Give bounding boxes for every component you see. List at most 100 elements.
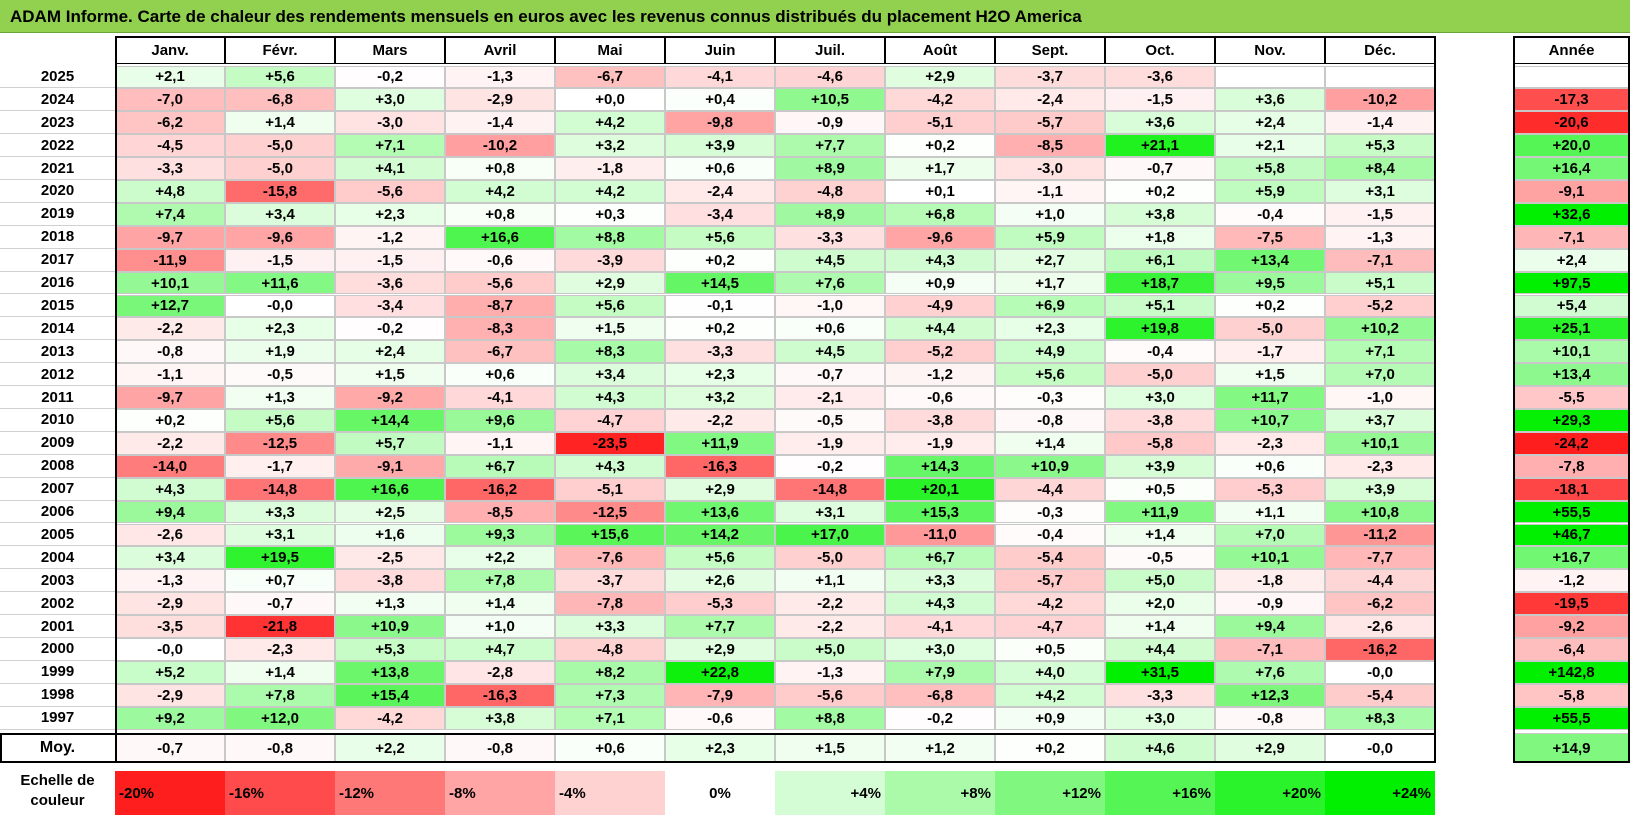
- heatmap-cell: +1,4: [995, 431, 1105, 455]
- column-header: Janv.: [115, 36, 225, 64]
- heatmap-cell: +0,1: [885, 180, 995, 203]
- heatmap-cell: +2,9: [885, 65, 995, 89]
- heatmap-cell: +7,1: [1325, 340, 1435, 364]
- heatmap-cell: +10,1: [1215, 546, 1325, 570]
- heatmap-cell: [1215, 65, 1325, 89]
- row-year-label: 2002: [0, 592, 115, 616]
- heatmap-cell: -8,5: [995, 134, 1105, 158]
- heatmap-cell: -5,0: [225, 134, 335, 158]
- heatmap-cell: -0,9: [775, 111, 885, 135]
- average-cell: +2,9: [1215, 733, 1325, 763]
- heatmap-cell: +0,2: [1105, 180, 1215, 203]
- row-year-label: 1997: [0, 707, 115, 730]
- heatmap-cell: -7,9: [665, 683, 775, 707]
- heatmap-cell: +1,6: [335, 523, 445, 547]
- heatmap-cell: +0,6: [665, 157, 775, 180]
- heatmap-cell: -0,7: [225, 592, 335, 616]
- heatmap-cell: -1,3: [115, 569, 225, 593]
- heatmap-cell: +4,3: [555, 454, 665, 478]
- heatmap-cell: -5,2: [1325, 294, 1435, 318]
- annual-cell: -9,2: [1513, 615, 1630, 638]
- row-year-label: 2007: [0, 478, 115, 501]
- heatmap-cell: +15,6: [555, 523, 665, 547]
- heatmap-cell: +5,7: [335, 431, 445, 455]
- heatmap-cell: +5,1: [1105, 294, 1215, 318]
- row-year-label: 2013: [0, 340, 115, 364]
- heatmap-cell: -2,3: [225, 638, 335, 661]
- average-cell: +0,2: [995, 733, 1105, 763]
- heatmap-cell: -3,8: [885, 409, 995, 432]
- heatmap-cell: -3,3: [1105, 683, 1215, 707]
- heatmap-cell: +4,4: [1105, 638, 1215, 661]
- heatmap-cell: +3,9: [1105, 454, 1215, 478]
- heatmap-cell: +5,2: [115, 660, 225, 684]
- heatmap-cell: +5,6: [555, 294, 665, 318]
- average-cell: +1,2: [885, 733, 995, 763]
- heatmap-cell: -6,2: [115, 111, 225, 135]
- heatmap-cell: -2,9: [445, 88, 555, 112]
- heatmap-cell: -0,2: [775, 454, 885, 478]
- heatmap-cell: -7,8: [555, 592, 665, 616]
- heatmap-cell: -3,4: [665, 202, 775, 226]
- heatmap-cell: -1,2: [335, 225, 445, 249]
- annual-cell: -7,1: [1513, 225, 1630, 249]
- heatmap-cell: -1,0: [1325, 386, 1435, 409]
- heatmap-cell: +14,3: [885, 454, 995, 478]
- heatmap-cell: +7,0: [1215, 523, 1325, 547]
- heatmap-cell: -3,8: [1105, 409, 1215, 432]
- annual-cell: +55,5: [1513, 500, 1630, 524]
- heatmap-cell: -1,5: [1325, 202, 1435, 226]
- row-year-label: 2003: [0, 569, 115, 593]
- heatmap-cell: +4,3: [885, 248, 995, 272]
- color-scale-swatch: -12%: [335, 771, 445, 815]
- heatmap-cell: -2,9: [115, 683, 225, 707]
- heatmap-cell: +9,6: [445, 409, 555, 432]
- annual-cell: +32,6: [1513, 202, 1630, 226]
- heatmap-cell: -5,1: [555, 477, 665, 501]
- heatmap-cell: +1,7: [885, 157, 995, 180]
- row-year-label: 2019: [0, 203, 115, 226]
- annual-cell: -9,1: [1513, 180, 1630, 203]
- heatmap-cell: -9,6: [885, 225, 995, 249]
- average-cell: -0,8: [225, 733, 335, 763]
- row-year-label: 2004: [0, 546, 115, 570]
- row-year-label: 2015: [0, 295, 115, 318]
- heatmap-cell: -8,7: [445, 294, 555, 318]
- heatmap-cell: -0,3: [995, 500, 1105, 524]
- heatmap-cell: +13,6: [665, 500, 775, 524]
- row-year-label: 2017: [0, 249, 115, 272]
- heatmap-cell: -7,1: [1215, 638, 1325, 661]
- heatmap-cell: -12,5: [225, 431, 335, 455]
- heatmap-cell: -11,9: [115, 248, 225, 272]
- heatmap-cell: +11,9: [665, 431, 775, 455]
- heatmap-cell: -5,8: [1105, 431, 1215, 455]
- heatmap-cell: +0,6: [1215, 454, 1325, 478]
- heatmap-cell: -4,1: [885, 615, 995, 638]
- heatmap-cell: -5,0: [1215, 317, 1325, 341]
- heatmap-cell: -1,4: [1325, 111, 1435, 135]
- heatmap-cell: +8,3: [555, 340, 665, 364]
- heatmap-cell: +10,2: [1325, 317, 1435, 341]
- column-header: Août: [885, 36, 995, 64]
- heatmap-cell: -5,1: [885, 111, 995, 135]
- heatmap-cell: -0,8: [115, 340, 225, 364]
- heatmap-cell: +4,9: [995, 340, 1105, 364]
- heatmap-cell: -0,2: [885, 706, 995, 730]
- row-year-label: 2006: [0, 501, 115, 524]
- row-year-label: 2022: [0, 134, 115, 158]
- heatmap-cell: +10,9: [995, 454, 1105, 478]
- heatmap-cell: +2,6: [665, 569, 775, 593]
- heatmap-cell: +3,7: [1325, 409, 1435, 432]
- heatmap-cell: -9,6: [225, 225, 335, 249]
- heatmap-cell: +4,0: [995, 660, 1105, 684]
- heatmap-cell: -1,4: [445, 111, 555, 135]
- heatmap-cell: -0,4: [1215, 202, 1325, 226]
- heatmap-cell: -3,3: [115, 157, 225, 180]
- heatmap-cell: -6,8: [225, 88, 335, 112]
- heatmap-cell: +2,3: [225, 317, 335, 341]
- heatmap-cell: +4,3: [555, 386, 665, 409]
- heatmap-cell: +2,9: [555, 271, 665, 295]
- heatmap-cell: +8,4: [1325, 157, 1435, 180]
- heatmap-cell: +13,8: [335, 660, 445, 684]
- heatmap-cell: +11,6: [225, 271, 335, 295]
